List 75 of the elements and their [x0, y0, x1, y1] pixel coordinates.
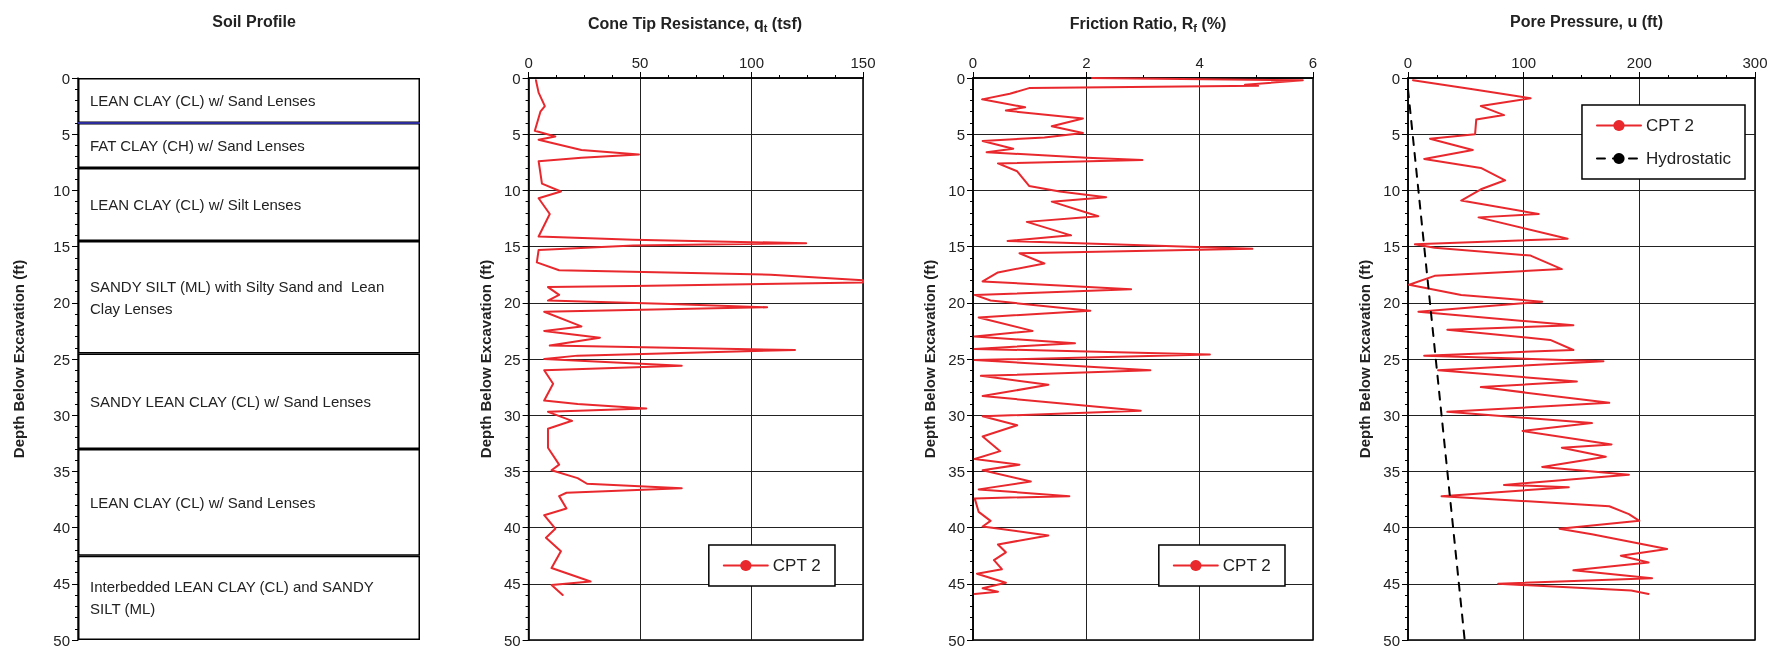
x-tick-label: 0: [968, 54, 978, 71]
y-tick-label: 50: [948, 631, 965, 649]
y-tick-label: 15: [1383, 238, 1400, 256]
y-tick-label: 45: [503, 575, 521, 593]
y-tick-label: 25: [1383, 350, 1400, 368]
series-label: LEAN CLAY (CL) w/ Sand Lenses: [90, 493, 316, 511]
y-tick-label: 20: [948, 294, 965, 312]
y-tick-label: 10: [948, 181, 965, 199]
series-label: Interbedded LEAN CLAY (CL) and SANDY SILT (ML): [90, 578, 378, 618]
y-axis-title: Depth Below Excavation (ft): [1356, 259, 1374, 459]
y-tick-label: 10: [53, 181, 70, 199]
y-axis-title: Depth Below Excavation (ft): [10, 259, 27, 459]
chart-title: Pore Pressure, u (ft): [1510, 12, 1663, 30]
y-axis-title: Depth Below Excavation (ft): [921, 259, 939, 459]
y-tick-label: 45: [1383, 575, 1400, 593]
series-label: SANDY LEAN CLAY (CL) w/ Sand Lenses: [90, 392, 371, 410]
y-tick-label: 45: [53, 575, 70, 593]
x-tick-label: 100: [1511, 54, 1537, 71]
y-tick-label: 30: [53, 406, 70, 424]
x-tick-label: 4: [1195, 54, 1204, 71]
series-label: LEAN CLAY (CL) w/ Sand Lenses: [90, 91, 316, 109]
chart-title: Soil Profile: [212, 12, 296, 30]
y-tick-label: 10: [1383, 181, 1400, 199]
x-tick-label: 300: [1742, 54, 1768, 71]
y-tick-label: 40: [53, 519, 70, 537]
line-series: [533, 79, 864, 597]
legend-label: CPT 2: [772, 556, 821, 575]
y-tick-label: 0: [956, 69, 965, 87]
x-tick-label: 0: [524, 54, 533, 71]
y-tick-label: 50: [1383, 631, 1400, 649]
y-axis-title: Depth Below Excavation (ft): [477, 259, 494, 459]
y-tick-label: 5: [1391, 125, 1400, 143]
y-tick-label: 15: [948, 238, 965, 256]
y-tick-label: 30: [948, 406, 965, 424]
x-tick-label: 100: [739, 54, 765, 71]
x-tick-label: 6: [1308, 54, 1318, 71]
x-tick-label: 150: [850, 54, 876, 71]
y-tick-label: 45: [948, 575, 965, 593]
y-tick-label: 15: [503, 238, 521, 256]
y-tick-label: 10: [503, 181, 521, 199]
y-tick-label: 20: [53, 294, 70, 312]
y-tick-label: 35: [53, 462, 70, 480]
y-tick-label: 50: [53, 631, 70, 649]
y-tick-label: 35: [948, 462, 965, 480]
y-tick-label: 40: [503, 519, 521, 537]
x-tick-label: 0: [1403, 54, 1413, 71]
y-tick-label: 40: [1383, 519, 1400, 537]
y-tick-label: 5: [956, 125, 965, 143]
y-tick-label: 0: [1391, 69, 1400, 87]
legend-label: CPT 2: [1222, 556, 1271, 575]
y-tick-label: 25: [53, 350, 70, 368]
legend-label: CPT 2: [1645, 116, 1694, 135]
legend-label: Hydrostatic: [1645, 149, 1732, 168]
y-tick-label: 20: [503, 294, 521, 312]
series-label: SANDY SILT (ML) with Silty Sand and Lean Clay Lenses: [90, 277, 389, 317]
y-tick-label: 30: [503, 406, 521, 424]
y-tick-label: 0: [61, 69, 70, 87]
series-label: FAT CLAY (CH) w/ Sand Lenses: [90, 136, 305, 154]
y-tick-label: 0: [512, 69, 521, 87]
y-tick-label: 25: [503, 350, 521, 368]
y-tick-label: 50: [503, 631, 521, 649]
y-tick-label: 40: [948, 519, 965, 537]
y-tick-label: 5: [512, 125, 521, 143]
x-tick-label: 200: [1626, 54, 1652, 71]
x-tick-label: 2: [1082, 54, 1091, 71]
y-tick-label: 20: [1383, 294, 1400, 312]
y-tick-label: 5: [61, 125, 70, 143]
x-tick-label: 50: [631, 54, 649, 71]
series-label: LEAN CLAY (CL) w/ Silt Lenses: [90, 195, 302, 213]
y-tick-label: 35: [503, 462, 521, 480]
y-tick-label: 25: [948, 350, 965, 368]
y-tick-label: 35: [1383, 462, 1400, 480]
line-series: [973, 77, 1304, 595]
y-tick-label: 15: [53, 238, 70, 256]
y-tick-label: 30: [1383, 406, 1400, 424]
